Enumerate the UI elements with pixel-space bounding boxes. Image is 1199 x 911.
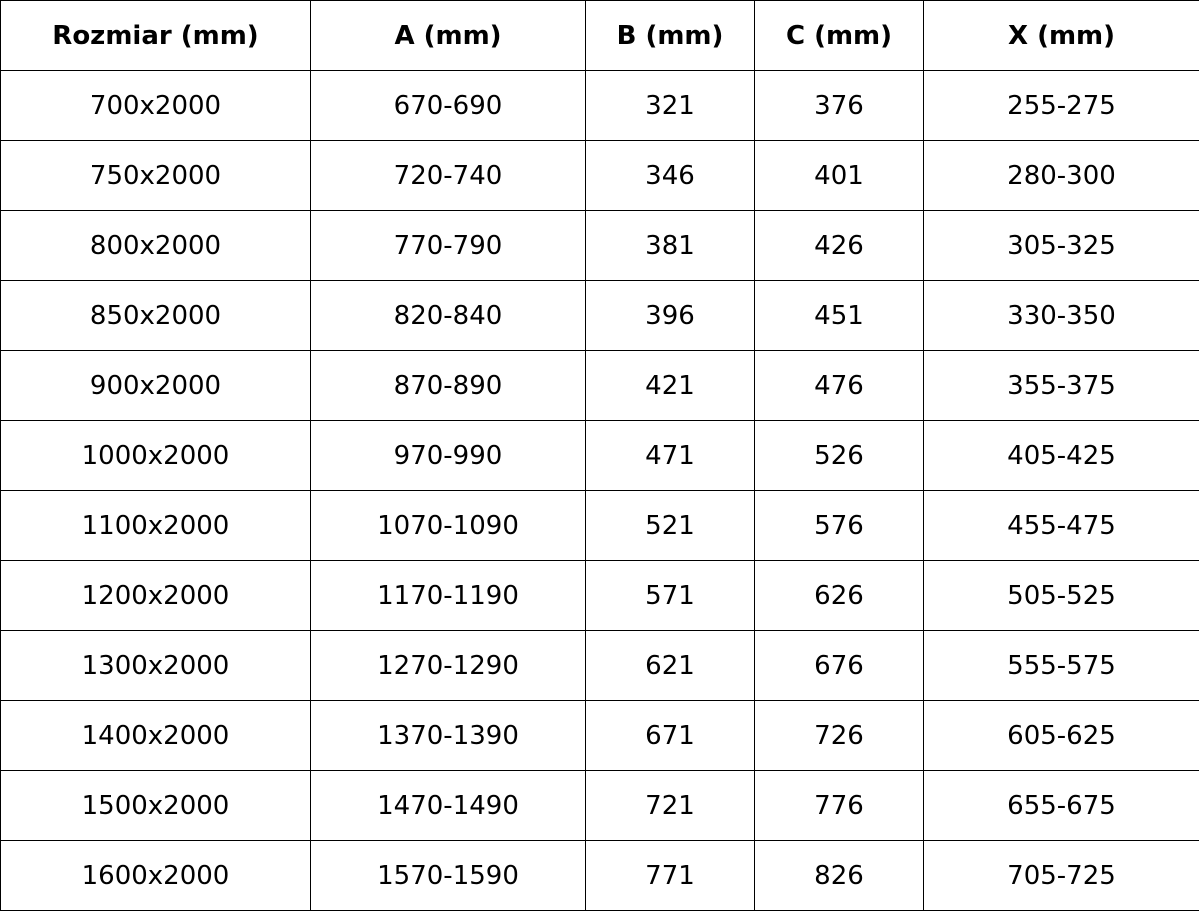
- cell-x: 405-425: [923, 420, 1199, 491]
- cell-a: 1070-1090: [310, 490, 586, 561]
- cell-size: 1200x2000: [0, 560, 311, 631]
- header-size: Rozmiar (mm): [0, 0, 311, 71]
- table-row: 700x2000 670-690 321 376 255-275: [0, 70, 1199, 141]
- cell-b: 471: [585, 420, 755, 491]
- cell-c: 426: [754, 210, 924, 281]
- cell-a: 820-840: [310, 280, 586, 351]
- cell-b: 721: [585, 770, 755, 841]
- cell-x: 555-575: [923, 630, 1199, 701]
- cell-b: 421: [585, 350, 755, 421]
- cell-c: 726: [754, 700, 924, 771]
- cell-c: 676: [754, 630, 924, 701]
- cell-c: 776: [754, 770, 924, 841]
- cell-size: 1500x2000: [0, 770, 311, 841]
- header-row: Rozmiar (mm) A (mm) B (mm) C (mm) X (mm): [0, 0, 1199, 71]
- cell-size: 900x2000: [0, 350, 311, 421]
- cell-c: 526: [754, 420, 924, 491]
- table-row: 750x2000 720-740 346 401 280-300: [0, 140, 1199, 211]
- header-c: C (mm): [754, 0, 924, 71]
- cell-a: 970-990: [310, 420, 586, 491]
- table-row: 900x2000 870-890 421 476 355-375: [0, 350, 1199, 421]
- table-row: 1600x2000 1570-1590 771 826 705-725: [0, 840, 1199, 911]
- cell-a: 670-690: [310, 70, 586, 141]
- cell-size: 850x2000: [0, 280, 311, 351]
- cell-c: 376: [754, 70, 924, 141]
- cell-x: 305-325: [923, 210, 1199, 281]
- cell-a: 770-790: [310, 210, 586, 281]
- cell-size: 1300x2000: [0, 630, 311, 701]
- header-b: B (mm): [585, 0, 755, 71]
- cell-size: 1400x2000: [0, 700, 311, 771]
- table-row: 1400x2000 1370-1390 671 726 605-625: [0, 700, 1199, 771]
- cell-x: 455-475: [923, 490, 1199, 561]
- cell-size: 1600x2000: [0, 840, 311, 911]
- cell-x: 605-625: [923, 700, 1199, 771]
- header-x: X (mm): [923, 0, 1199, 71]
- cell-b: 771: [585, 840, 755, 911]
- cell-a: 1270-1290: [310, 630, 586, 701]
- cell-a: 1170-1190: [310, 560, 586, 631]
- cell-size: 1000x2000: [0, 420, 311, 491]
- cell-x: 505-525: [923, 560, 1199, 631]
- cell-x: 655-675: [923, 770, 1199, 841]
- cell-c: 476: [754, 350, 924, 421]
- table-row: 1100x2000 1070-1090 521 576 455-475: [0, 490, 1199, 561]
- cell-b: 671: [585, 700, 755, 771]
- table-row: 800x2000 770-790 381 426 305-325: [0, 210, 1199, 281]
- cell-b: 571: [585, 560, 755, 631]
- cell-b: 321: [585, 70, 755, 141]
- cell-x: 705-725: [923, 840, 1199, 911]
- cell-a: 1470-1490: [310, 770, 586, 841]
- cell-c: 451: [754, 280, 924, 351]
- cell-size: 800x2000: [0, 210, 311, 281]
- cell-x: 330-350: [923, 280, 1199, 351]
- cell-b: 521: [585, 490, 755, 561]
- cell-b: 381: [585, 210, 755, 281]
- table-row: 1000x2000 970-990 471 526 405-425: [0, 420, 1199, 491]
- cell-size: 700x2000: [0, 70, 311, 141]
- header-a: A (mm): [310, 0, 586, 71]
- cell-size: 1100x2000: [0, 490, 311, 561]
- table-row: 850x2000 820-840 396 451 330-350: [0, 280, 1199, 351]
- cell-x: 280-300: [923, 140, 1199, 211]
- table-row: 1200x2000 1170-1190 571 626 505-525: [0, 560, 1199, 631]
- cell-c: 401: [754, 140, 924, 211]
- cell-b: 621: [585, 630, 755, 701]
- cell-b: 396: [585, 280, 755, 351]
- cell-a: 1370-1390: [310, 700, 586, 771]
- cell-c: 826: [754, 840, 924, 911]
- cell-x: 255-275: [923, 70, 1199, 141]
- cell-b: 346: [585, 140, 755, 211]
- cell-x: 355-375: [923, 350, 1199, 421]
- table-row: 1300x2000 1270-1290 621 676 555-575: [0, 630, 1199, 701]
- cell-a: 1570-1590: [310, 840, 586, 911]
- table-row: 1500x2000 1470-1490 721 776 655-675: [0, 770, 1199, 841]
- cell-a: 870-890: [310, 350, 586, 421]
- cell-c: 576: [754, 490, 924, 561]
- cell-size: 750x2000: [0, 140, 311, 211]
- cell-c: 626: [754, 560, 924, 631]
- cell-a: 720-740: [310, 140, 586, 211]
